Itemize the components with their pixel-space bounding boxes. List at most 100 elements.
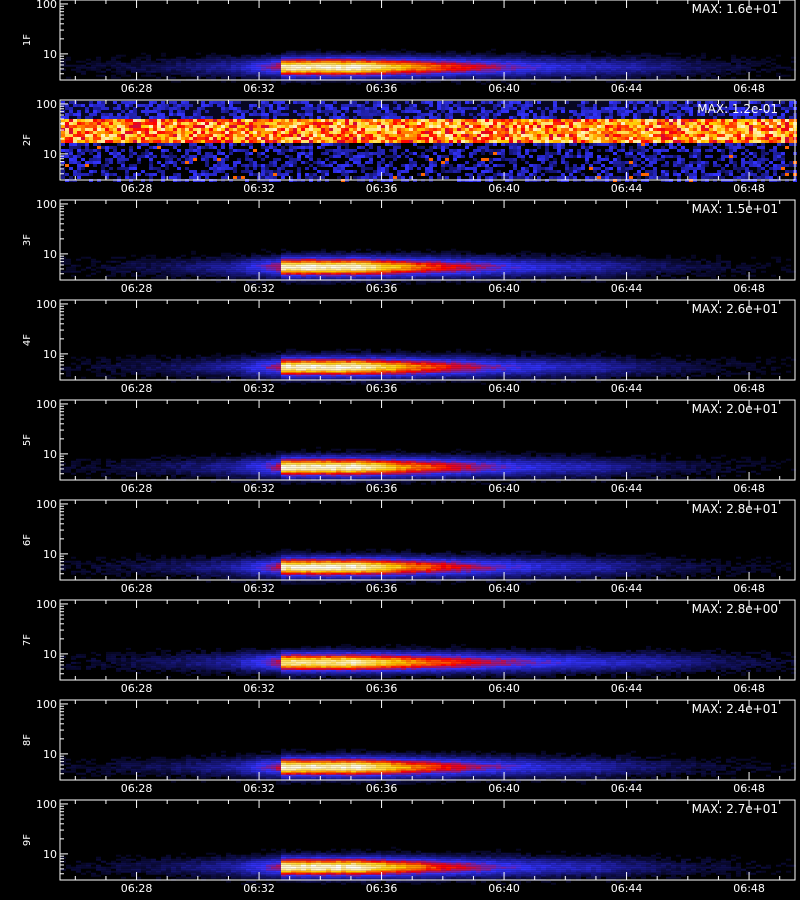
heatmap-cell	[681, 62, 686, 65]
heatmap-cell	[221, 164, 225, 167]
heatmap-cell	[457, 134, 461, 137]
heatmap-cell	[89, 161, 93, 164]
heatmap-cell	[361, 128, 365, 131]
heatmap-cell	[477, 164, 481, 167]
heatmap-cell	[261, 64, 266, 67]
heatmap-cell	[369, 167, 373, 170]
heatmap-cell	[406, 62, 411, 65]
heatmap-cell	[256, 70, 261, 73]
heatmap-cell	[466, 64, 471, 67]
heatmap-cell	[333, 170, 337, 173]
heatmap-cell	[513, 110, 517, 113]
heatmap-cell	[197, 131, 201, 134]
heatmap-cell	[376, 58, 381, 61]
heatmap-cell	[401, 128, 405, 131]
heatmap-cell	[605, 173, 609, 176]
heatmap-cell	[161, 155, 165, 158]
heatmap-cell	[341, 143, 345, 146]
heatmap-cell	[301, 128, 305, 131]
heatmap-cell	[461, 137, 465, 140]
heatmap-cell	[225, 119, 229, 122]
heatmap-cell	[411, 58, 416, 61]
heatmap-cell	[357, 104, 361, 107]
heatmap-cell	[461, 119, 465, 122]
heatmap-cell	[409, 101, 413, 104]
heatmap-cell	[681, 72, 686, 75]
heatmap-cell	[605, 128, 609, 131]
heatmap-cell	[473, 158, 477, 161]
heatmap-cell	[381, 56, 386, 59]
heatmap-cell	[211, 54, 216, 57]
heatmap-cell	[509, 113, 513, 116]
heatmap-cell	[285, 113, 289, 116]
heatmap-cell	[457, 149, 461, 152]
heatmap-cell	[509, 122, 513, 125]
heatmap-cell	[621, 134, 625, 137]
heatmap-cell	[385, 128, 389, 131]
heatmap-cell	[193, 128, 197, 131]
heatmap-cell	[229, 146, 233, 149]
heatmap-cell	[441, 119, 445, 122]
heatmap-cell	[157, 113, 161, 116]
heatmap-cell	[285, 173, 289, 176]
heatmap-cell	[265, 155, 269, 158]
heatmap-cell	[397, 125, 401, 128]
heatmap-cell	[601, 170, 605, 173]
heatmap-cell	[526, 74, 531, 77]
heatmap-cell	[296, 68, 301, 71]
heatmap-cell	[129, 107, 133, 110]
heatmap-cell	[581, 140, 585, 143]
heatmap-cell	[461, 140, 465, 143]
heatmap-cell	[313, 134, 317, 137]
heatmap-cell	[301, 82, 306, 85]
heatmap-cell	[377, 134, 381, 137]
heatmap-cell	[336, 58, 341, 61]
heatmap-cell	[389, 107, 393, 110]
heatmap-cell	[356, 62, 361, 65]
heatmap-cell	[376, 68, 381, 71]
heatmap-cell	[609, 104, 613, 107]
heatmap-cell	[73, 158, 77, 161]
heatmap-cell	[149, 155, 153, 158]
heatmap-cell	[185, 140, 189, 143]
heatmap-cell	[731, 56, 736, 59]
heatmap-cell	[121, 161, 125, 164]
heatmap-cell	[157, 128, 161, 131]
heatmap-cell	[271, 56, 276, 59]
heatmap-cell	[289, 104, 293, 107]
heatmap-cell	[611, 66, 616, 69]
heatmap-cell	[361, 52, 366, 55]
heatmap-cell	[521, 76, 526, 79]
heatmap-cell	[221, 137, 225, 140]
heatmap-cell	[566, 76, 571, 79]
heatmap-cell	[85, 116, 89, 119]
heatmap-cell	[273, 119, 277, 122]
heatmap-cell	[437, 110, 441, 113]
heatmap-cell	[105, 119, 109, 122]
heatmap-cell	[393, 167, 397, 170]
heatmap-cell	[505, 140, 509, 143]
heatmap-cell	[221, 101, 225, 104]
heatmap-cell	[285, 140, 289, 143]
heatmap-cell	[377, 155, 381, 158]
heatmap-cell	[497, 125, 501, 128]
heatmap-cell	[69, 116, 73, 119]
heatmap-cell	[397, 131, 401, 134]
heatmap-cell	[541, 128, 545, 131]
heatmap-cell	[449, 134, 453, 137]
heatmap-cell	[569, 125, 573, 128]
heatmap-cell	[617, 125, 621, 128]
heatmap-cell	[265, 107, 269, 110]
heatmap-cell	[761, 58, 766, 61]
heatmap-cell	[249, 125, 253, 128]
heatmap-cell	[716, 68, 721, 71]
heatmap-cell	[245, 110, 249, 113]
heatmap-cell	[605, 134, 609, 137]
heatmap-cell	[485, 122, 489, 125]
heatmap-cell	[86, 68, 91, 71]
heatmap-cell	[557, 110, 561, 113]
heatmap-cell	[533, 170, 537, 173]
heatmap-cell	[545, 137, 549, 140]
heatmap-cell	[365, 161, 369, 164]
heatmap-cell	[217, 161, 221, 164]
